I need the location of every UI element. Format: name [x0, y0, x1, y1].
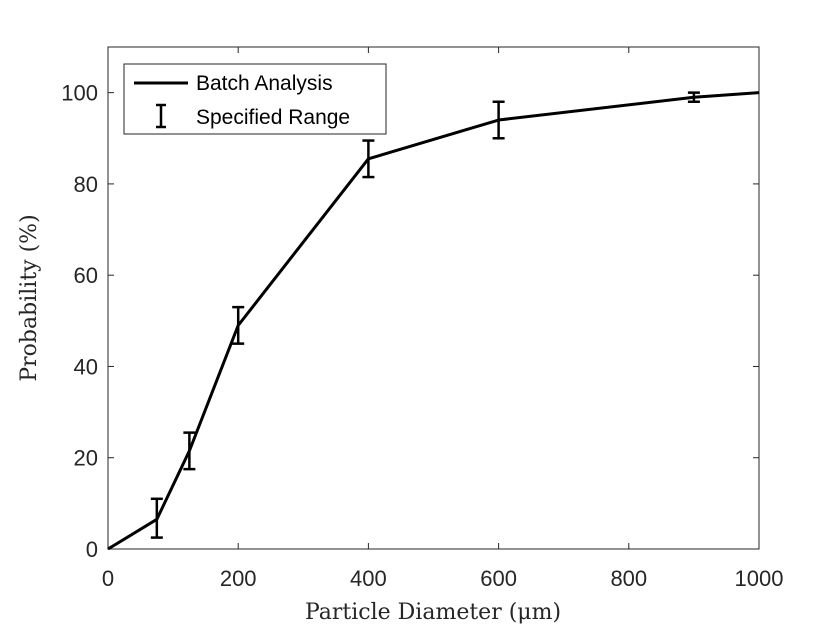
legend-label-specified-range: Specified Range — [196, 106, 350, 129]
series-line-batch-analysis — [107, 91, 760, 551]
x-tick-label: 200 — [220, 566, 257, 591]
legend-box — [123, 63, 387, 135]
series-lines — [107, 91, 760, 551]
y-tick-label: 60 — [74, 263, 98, 288]
legend-errorbar-swatch — [156, 103, 166, 129]
x-tick-label: 0 — [102, 566, 114, 591]
y-axis-title: Probability (%) — [17, 214, 42, 381]
y-tick-label: 0 — [86, 537, 98, 562]
x-axis: 0 200 400 600 800 1000 — [102, 47, 784, 591]
x-tick-label: 800 — [610, 566, 647, 591]
y-tick-label: 40 — [74, 354, 98, 379]
legend-label-batch-analysis: Batch Analysis — [196, 72, 333, 95]
x-axis-title: Particle Diameter (μm) — [305, 600, 561, 625]
y-tick-label: 100 — [61, 81, 98, 106]
legend: Batch Analysis Specified Range — [123, 63, 387, 135]
x-tick-label: 1000 — [735, 566, 784, 591]
x-tick-label: 400 — [350, 566, 387, 591]
x-tick-label: 600 — [480, 566, 517, 591]
y-tick-label: 20 — [74, 446, 98, 471]
y-tick-label: 80 — [74, 172, 98, 197]
y-axis: 0 20 40 60 80 100 — [61, 81, 759, 562]
